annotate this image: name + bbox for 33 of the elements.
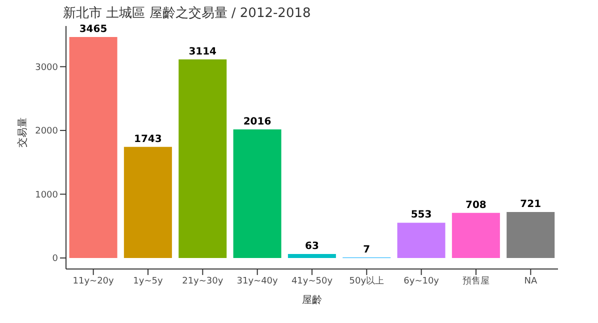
data-label: 2016: [243, 116, 272, 128]
data-label: 721: [520, 198, 542, 210]
bar: [288, 254, 336, 258]
data-label: 3465: [79, 24, 108, 36]
data-label: 1743: [134, 134, 162, 145]
x-tick-label: 預售屋: [462, 275, 490, 286]
x-tick-label: 1y~5y: [133, 276, 164, 286]
x-tick-label: 6y~10y: [404, 276, 440, 286]
x-axis-title: 屋齡: [302, 294, 322, 306]
data-label: 7: [363, 244, 370, 256]
bar: [124, 146, 172, 258]
x-tick-label: 11y~20y: [72, 276, 115, 286]
bar: [233, 129, 282, 258]
x-tick-label: 50y以上: [349, 275, 384, 286]
x-tick-label: 21y~30y: [182, 276, 224, 286]
y-tick-label: 1000: [35, 190, 58, 200]
x-tick-label: 41y~50y: [291, 276, 334, 286]
data-label: 553: [410, 210, 432, 221]
bar: [506, 212, 555, 258]
x-tick-label: NA: [524, 276, 538, 286]
y-axis-title: 交易量: [16, 118, 29, 148]
bar: [69, 37, 118, 258]
y-tick-label: 0: [52, 254, 58, 264]
y-tick-label: 3000: [35, 62, 58, 73]
data-label: 63: [304, 240, 319, 252]
data-label: 708: [466, 200, 486, 211]
x-tick-label: 31y~40y: [236, 276, 279, 286]
bar: [178, 59, 227, 258]
data-label: 3114: [188, 46, 217, 58]
bar: [452, 212, 500, 258]
y-tick-label: 2000: [35, 126, 58, 137]
chart-title: 新北市 土城區 屋齡之交易量 / 2012-2018: [63, 5, 311, 22]
bar: [397, 222, 446, 258]
